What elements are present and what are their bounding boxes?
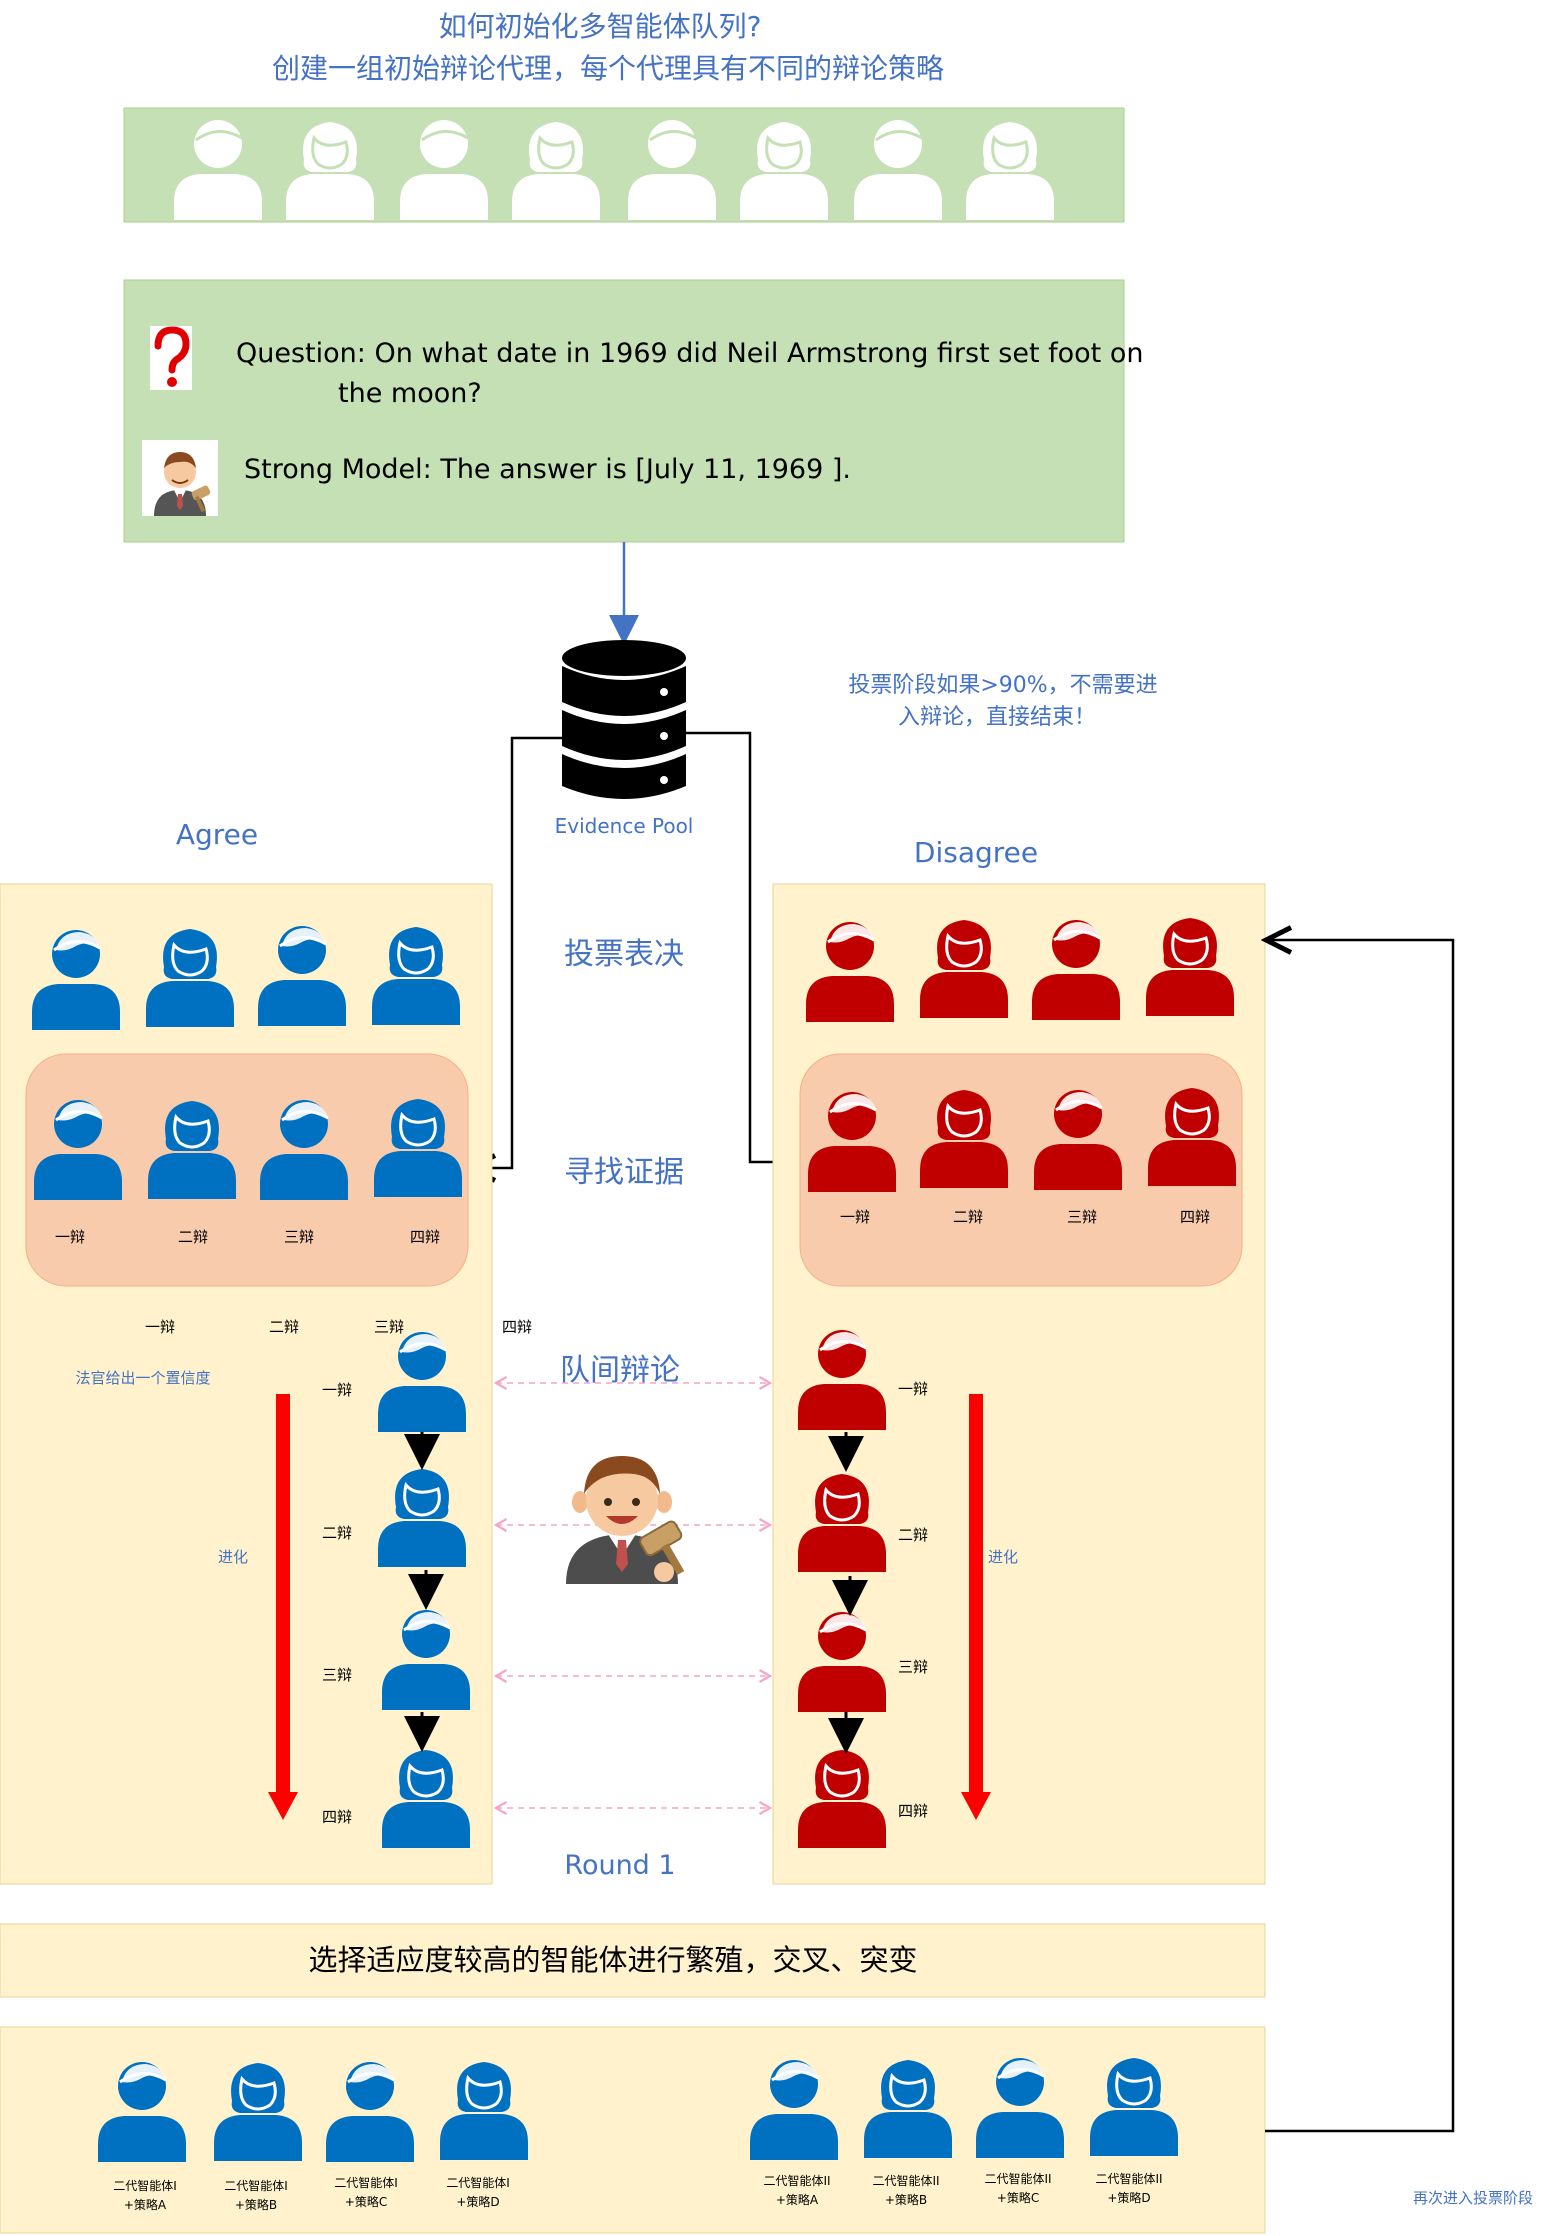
- reenter-vote-label: 再次进入投票阶段: [1413, 2189, 1533, 2207]
- disagree-evidence-pos-2: 二辩: [953, 1208, 983, 1226]
- agree-debate-pos-4: 四辩: [322, 1808, 352, 1826]
- stage-round: Round 1: [564, 1850, 675, 1881]
- agree-debate-pos-2: 二辩: [322, 1524, 352, 1542]
- next-gen-right-name-1: 二代智能体II: [763, 2173, 830, 2188]
- agree-debate-pos-1: 一辩: [322, 1381, 352, 1399]
- next-gen-right-name-4: 二代智能体II: [1095, 2171, 1162, 2186]
- loop-back-arrow: [1265, 940, 1455, 2133]
- agree-evidence-pos-2: 二辩: [178, 1228, 208, 1246]
- disagree-evidence-pos-3: 三辩: [1067, 1208, 1097, 1226]
- next-gen-left-name-4: 二代智能体I: [446, 2175, 510, 2190]
- judge-gavel-icon: [142, 440, 218, 516]
- agree-order-2: 二辩: [269, 1318, 299, 1336]
- answer-text: Strong Model: The answer is [July 11, 19…: [244, 454, 851, 485]
- stage-vote: 投票表决: [564, 937, 684, 972]
- header-title: 如何初始化多智能体队列?: [439, 10, 762, 43]
- next-gen-left-strategy-1: +策略A: [124, 2197, 167, 2212]
- disagree-evolve-label: 进化: [988, 1548, 1018, 1566]
- disagree-evidence-box: [799, 1053, 1243, 1287]
- judge-confidence-note: 法官给出一个置信度: [75, 1369, 210, 1387]
- next-gen-right-strategy-2: +策略B: [885, 2192, 927, 2207]
- next-gen-left-strategy-3: +策略C: [345, 2194, 387, 2209]
- next-gen-left-strategy-4: +策略D: [456, 2194, 499, 2209]
- next-gen-left-name-2: 二代智能体I: [224, 2178, 288, 2193]
- next-gen-right-strategy-3: +策略C: [997, 2190, 1039, 2205]
- next-gen-right-name-2: 二代智能体II: [872, 2173, 939, 2188]
- question-text-cont: the moon?: [338, 378, 482, 409]
- disagree-debate-pos-1: 一辩: [898, 1380, 928, 1398]
- selection-bar: [0, 1923, 1266, 1998]
- skip-note-line2: 入辩论，直接结束！: [898, 705, 1096, 730]
- next-gen-left-strategy-2: +策略B: [235, 2197, 277, 2212]
- next-gen-right-strategy-4: +策略D: [1107, 2190, 1150, 2205]
- agree-panel: [0, 883, 493, 1885]
- stage-evidence: 寻找证据: [564, 1155, 684, 1190]
- question-mark-icon: [150, 326, 192, 390]
- evidence-pool-label: Evidence Pool: [555, 814, 694, 838]
- debate-exchange-lines: [493, 1376, 773, 1815]
- team-agree-label: Agree: [176, 818, 258, 851]
- disagree-evidence-pos-4: 四辩: [1180, 1208, 1210, 1226]
- agree-evolve-arrow: [268, 1394, 298, 1820]
- disagree-evidence-pos-1: 一辩: [840, 1208, 870, 1226]
- next-gen-right-name-3: 二代智能体II: [984, 2171, 1051, 2186]
- disagree-debate-pos-4: 四辩: [898, 1802, 928, 1820]
- agree-evidence-pos-1: 一辩: [55, 1228, 85, 1246]
- question-text: Question: On what date in 1969 did Neil …: [236, 338, 1143, 369]
- disagree-debate-pos-2: 二辩: [898, 1526, 928, 1544]
- judge-gavel-icon: [566, 1456, 685, 1584]
- disagree-evolve-arrow: [961, 1394, 991, 1820]
- selection-bar-text: 选择适应度较高的智能体进行繁殖，交叉、突变: [308, 1943, 917, 1977]
- disagree-debate-pos-3: 三辩: [898, 1658, 928, 1676]
- agree-evolve-label: 进化: [218, 1548, 248, 1566]
- team-disagree-label: Disagree: [914, 836, 1038, 869]
- agree-evidence-pos-3: 三辩: [284, 1228, 314, 1246]
- agree-order-4: 四辩: [502, 1318, 532, 1336]
- agree-debate-pos-3: 三辩: [322, 1666, 352, 1684]
- agree-evidence-pos-4: 四辩: [410, 1228, 440, 1246]
- next-gen-left-name-1: 二代智能体I: [113, 2178, 177, 2193]
- agree-order-1: 一辩: [145, 1318, 175, 1336]
- next-gen-left-name-3: 二代智能体I: [334, 2175, 398, 2190]
- next-gen-panel: [0, 2026, 1266, 2234]
- database-icon: [562, 640, 686, 799]
- question-box: [123, 279, 1125, 543]
- header-subtitle: 创建一组初始辩论代理，每个代理具有不同的辩论策略: [272, 52, 944, 85]
- next-gen-right-strategy-1: +策略A: [776, 2192, 819, 2207]
- agree-evidence-box: [25, 1053, 469, 1287]
- agree-order-3: 三辩: [374, 1318, 404, 1336]
- skip-note-line1: 投票阶段如果>90%，不需要进: [848, 673, 1157, 698]
